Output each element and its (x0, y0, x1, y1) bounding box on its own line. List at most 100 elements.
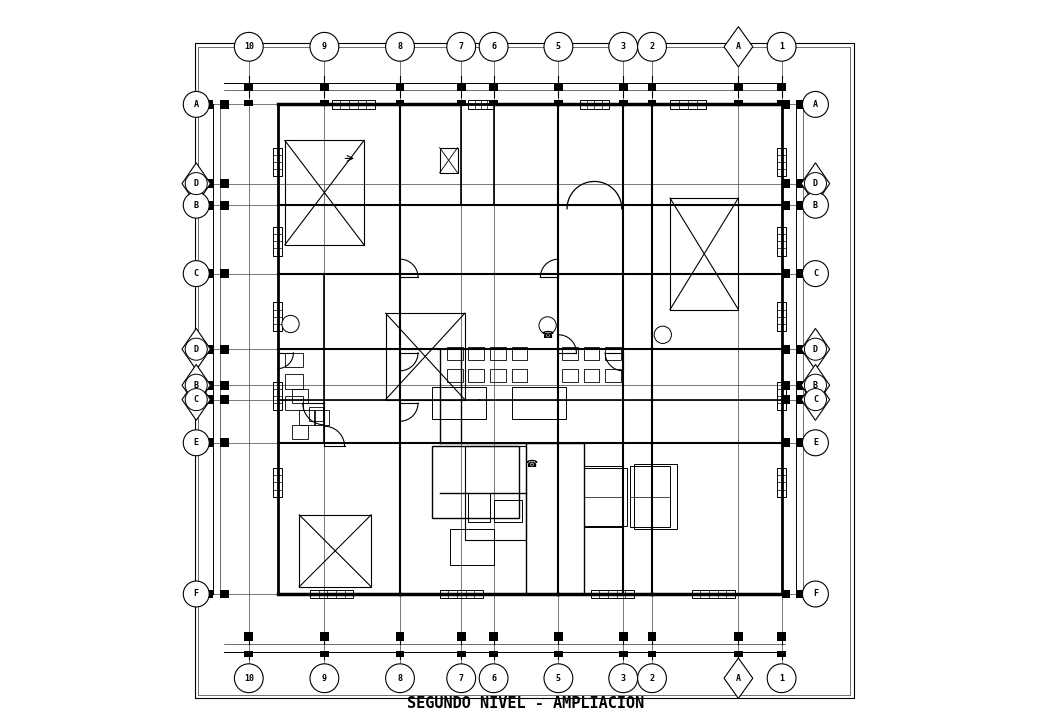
Text: C: C (194, 269, 199, 278)
Bar (605, 369, 621, 382)
Bar (782, 179, 790, 188)
Bar (584, 347, 600, 360)
Polygon shape (182, 364, 210, 406)
Text: D: D (813, 179, 818, 188)
Circle shape (480, 32, 508, 61)
Bar (468, 493, 490, 522)
Text: A: A (736, 674, 741, 683)
Bar (670, 198, 739, 310)
Text: 8: 8 (398, 42, 403, 51)
Bar (777, 100, 786, 106)
Circle shape (803, 430, 828, 456)
Text: 3: 3 (621, 42, 626, 51)
Circle shape (185, 389, 207, 410)
Bar (648, 100, 656, 106)
Circle shape (386, 32, 414, 61)
Bar (440, 590, 483, 598)
Bar (630, 466, 670, 527)
Bar (554, 83, 563, 91)
Bar (619, 83, 628, 91)
Bar (777, 651, 786, 657)
Bar (457, 632, 466, 641)
Text: F: F (813, 590, 818, 598)
Bar (734, 632, 743, 641)
Circle shape (767, 664, 796, 693)
Bar (734, 83, 743, 91)
Circle shape (544, 664, 572, 693)
Circle shape (235, 32, 263, 61)
Bar (648, 83, 656, 91)
Circle shape (803, 192, 828, 218)
Bar (396, 83, 404, 91)
Polygon shape (802, 379, 830, 420)
Text: D: D (194, 179, 199, 188)
Bar (220, 381, 228, 390)
Text: F: F (194, 590, 199, 598)
Polygon shape (182, 328, 210, 370)
Text: 1: 1 (780, 42, 784, 51)
Circle shape (638, 664, 666, 693)
Bar (580, 100, 609, 109)
Bar (782, 395, 790, 404)
Bar (457, 83, 466, 91)
Bar (220, 395, 228, 404)
Polygon shape (724, 27, 753, 67)
Bar (320, 632, 328, 641)
Bar (619, 632, 628, 641)
Text: 2: 2 (649, 674, 654, 683)
Bar (450, 529, 493, 565)
Bar (782, 438, 790, 447)
Bar (619, 100, 628, 106)
Bar (796, 179, 805, 188)
Bar (584, 466, 623, 527)
Bar (220, 345, 228, 354)
Bar (554, 651, 563, 657)
Bar (468, 100, 493, 109)
Circle shape (183, 430, 209, 456)
Text: E: E (813, 438, 818, 447)
Bar (691, 590, 734, 598)
Bar (782, 100, 790, 109)
Bar (285, 396, 303, 410)
Bar (313, 410, 329, 425)
Bar (554, 100, 563, 106)
Bar (432, 446, 519, 518)
Circle shape (803, 261, 828, 287)
Text: 9: 9 (322, 42, 327, 51)
Bar (220, 100, 228, 109)
Bar (490, 369, 506, 382)
Circle shape (183, 192, 209, 218)
Bar (310, 590, 353, 598)
Circle shape (803, 91, 828, 117)
Bar (782, 201, 790, 210)
Bar (511, 347, 527, 360)
Bar (274, 382, 282, 410)
Bar (562, 369, 578, 382)
Bar (204, 269, 213, 278)
Bar (468, 369, 484, 382)
Bar (782, 381, 790, 390)
Bar (796, 345, 805, 354)
Bar (204, 438, 213, 447)
Bar (204, 590, 213, 598)
Text: D: D (194, 345, 199, 354)
Bar (777, 632, 786, 641)
Bar (605, 347, 621, 360)
Bar (285, 353, 303, 367)
Bar (648, 632, 656, 641)
Bar (331, 100, 375, 109)
Text: B: B (194, 381, 199, 390)
Bar (274, 302, 282, 331)
Bar (670, 100, 706, 109)
Text: D: D (813, 345, 818, 354)
Bar (796, 590, 805, 598)
Bar (457, 100, 466, 106)
Bar (584, 468, 627, 526)
Bar (204, 100, 213, 109)
Bar (796, 201, 805, 210)
Bar (489, 100, 498, 106)
Text: 10: 10 (244, 42, 254, 51)
Bar (648, 651, 656, 657)
Bar (274, 148, 282, 176)
Circle shape (282, 315, 299, 333)
